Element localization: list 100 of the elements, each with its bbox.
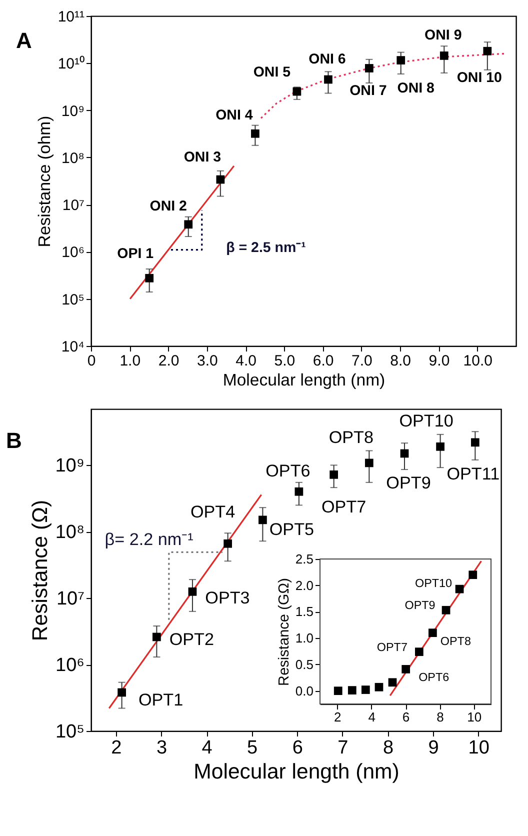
x-tick-label: 7.0 [352,352,372,370]
point [258,516,267,524]
point [402,665,410,674]
x-tick-label: 0 [87,352,96,370]
x-tick-label: 4 [202,738,213,758]
y-tick-label: 10⁵ [62,291,84,308]
y-tick-label: 1.5 [295,604,314,620]
y-tick-label: 10¹¹ [58,8,84,26]
point [388,678,397,687]
x-tick-label: 2 [111,738,122,758]
x-tick-label: 2 [334,710,342,724]
x-tick-label: 10 [467,710,482,724]
y-tick-label: 10⁴ [61,338,84,356]
point [440,51,448,60]
y-tick-label: 10⁹ [55,456,84,477]
text: A [16,28,32,53]
point [348,686,356,694]
data-label: OPT1 [138,690,184,710]
data-label: OPT6 [418,671,450,684]
y-tick-label: 10⁷ [62,197,84,214]
x-tick-label: 8 [436,710,444,724]
y-tick-label: 10¹⁰ [58,56,84,73]
y-tick-label: 10⁵ [55,722,84,742]
y-axis-title: Resistance (Ω) [28,500,52,642]
point [330,470,338,479]
x-tick-label: 1.0 [120,352,141,370]
y-tick-label: 1.0 [295,630,314,646]
data-label: ONI 5 [253,64,291,81]
data-label: ONI 8 [397,80,435,96]
point [224,539,232,548]
point [324,75,332,84]
data-label: OPI 1 [117,246,154,262]
point [145,274,154,282]
data-label: OPT9 [386,473,431,492]
data-label: ONI 10 [456,70,502,86]
data-label: OPT7 [376,640,408,654]
x-tick-label: 10.0 [463,352,492,370]
data-label: ONI 7 [350,83,387,100]
x-tick-label: 5 [247,738,258,758]
data-label: ONI 2 [150,198,188,214]
x-tick-label: 6 [292,738,303,758]
point [251,129,260,138]
y-tick-label: 10⁸ [61,150,84,167]
x-tick-label: 8 [382,738,394,758]
x-tick-label: 10 [468,738,490,758]
x-tick-label: 3.0 [196,352,218,370]
data-label: OPT5 [269,520,314,539]
data-label: ONI 3 [184,150,222,166]
point [294,487,304,496]
point [118,688,126,697]
data-label: OPT8 [328,428,374,447]
point [364,458,374,468]
point [184,220,193,229]
point [428,628,437,637]
point [188,587,197,596]
point [361,686,370,694]
data-label: OPT8 [440,634,471,648]
annotation: β= 2.2 nm⁻¹ [104,530,194,549]
y-tick-label: 10⁶ [62,244,84,262]
point [468,570,478,579]
y-tick-label: 2.5 [295,552,314,566]
x-tick-label: 9 [428,738,439,758]
x-tick-label: 8.0 [390,352,412,370]
y-tick-label: 10⁸ [55,522,84,544]
x-axis-title: Molecular length (nm) [194,760,400,784]
y-tick-label: 10⁹ [61,102,84,120]
point [292,87,302,96]
data-label: OPT4 [190,502,236,522]
point [455,584,464,594]
y-tick-label: 10⁶ [56,655,84,676]
data-label: ONI 6 [308,51,346,68]
data-label: OPT11 [446,464,500,484]
x-tick-label: 4 [368,710,376,724]
point [400,449,409,458]
point [216,175,225,184]
point [334,686,342,695]
data-label: OPT3 [205,588,250,608]
y-tick-label: 10⁷ [56,588,85,610]
point [483,46,492,56]
point [365,64,374,72]
x-axis-title: Molecular length (nm) [222,370,386,390]
x-tick-label: 5.0 [274,352,296,370]
x-tick-label: 3 [156,738,168,758]
point [152,632,161,642]
point [374,682,384,692]
x-tick-label: 2.0 [158,352,180,370]
y-axis-title: Resistance (ohm) [34,116,54,248]
x-tick-label: 9.0 [428,352,450,370]
x-tick-label: 4.0 [236,352,256,370]
data-label: OPT10 [399,412,454,431]
data-label: OPT7 [322,498,366,517]
y-tick-label: 0.5 [295,656,314,672]
y-axis-title: Resistance (GΩ) [276,578,292,686]
data-label: OPT10 [415,577,453,590]
data-label: OPT9 [404,599,436,612]
point [436,442,444,451]
y-tick-label: 0.0 [295,683,314,698]
point [396,56,406,64]
y-tick-label: 2.0 [295,578,314,593]
point [414,648,424,656]
